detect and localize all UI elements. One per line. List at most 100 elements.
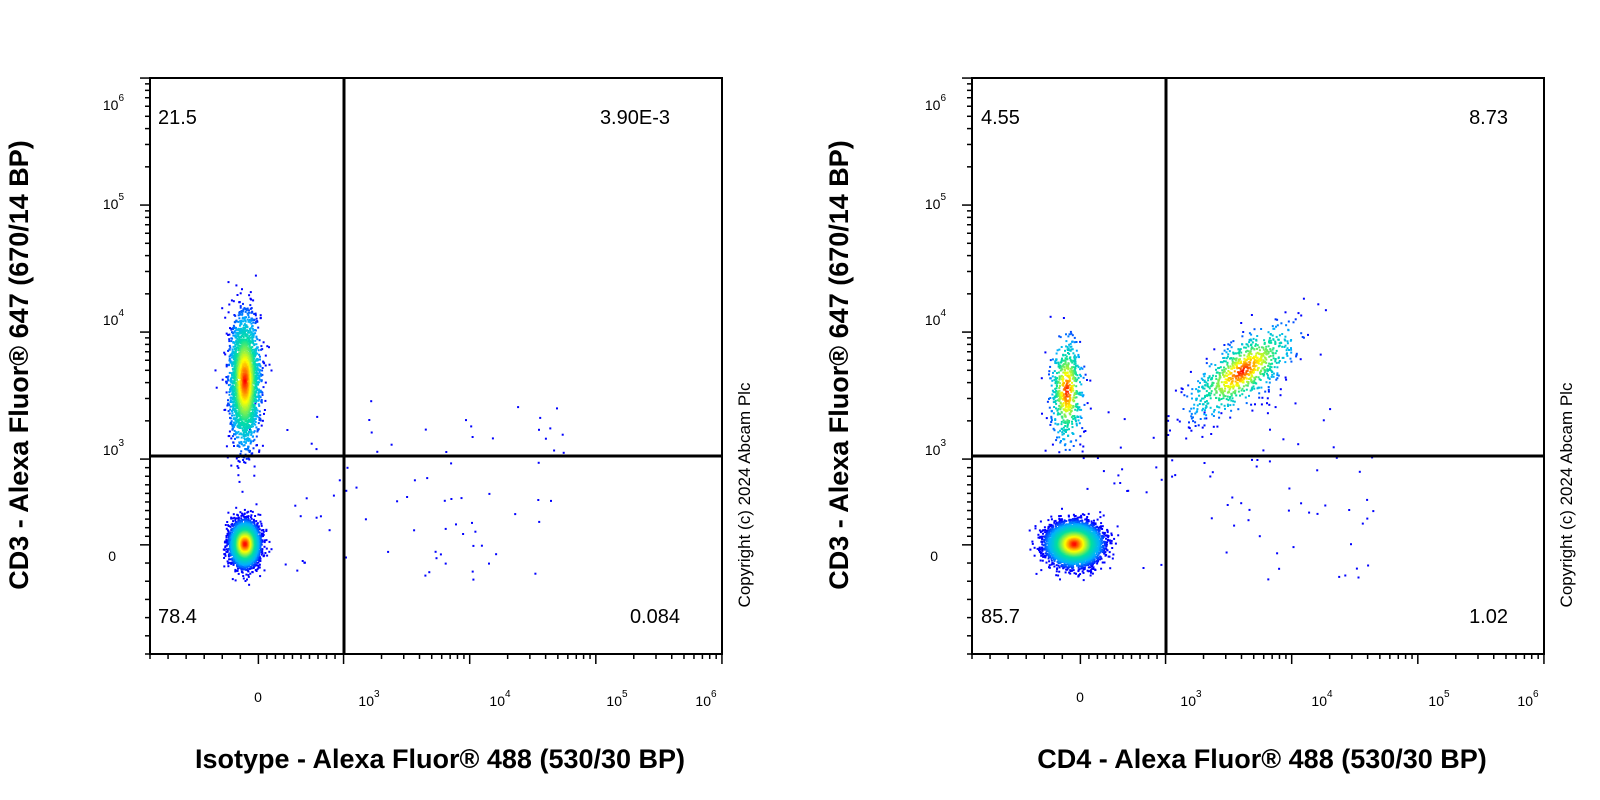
data-point (226, 404, 229, 407)
data-point (260, 532, 263, 535)
data-point (232, 397, 235, 400)
data-point (355, 486, 358, 489)
data-point (225, 363, 228, 366)
data-point (252, 447, 255, 450)
data-point (258, 541, 261, 544)
data-point (236, 416, 239, 419)
data-point (232, 524, 235, 527)
data-point (236, 294, 239, 296)
data-point (534, 572, 537, 575)
data-point (246, 567, 249, 570)
data-point (247, 518, 250, 520)
data-point (443, 499, 446, 502)
data-point (236, 358, 239, 361)
data-point (234, 351, 237, 354)
data-point (236, 405, 239, 408)
data-point (231, 364, 234, 367)
data-point (244, 461, 247, 464)
data-point (231, 427, 234, 430)
data-point (239, 324, 241, 327)
data-point (249, 516, 252, 519)
data-point (387, 550, 390, 553)
data-point (232, 328, 234, 330)
data-point (253, 398, 256, 401)
data-point (228, 371, 231, 374)
data-point (255, 343, 258, 346)
data-point (249, 417, 252, 420)
data-point (259, 549, 262, 552)
data-point (249, 449, 251, 452)
data-point (250, 433, 253, 436)
data-point (246, 437, 249, 440)
data-point (260, 345, 263, 348)
data-point (233, 379, 236, 382)
data-point (240, 327, 242, 330)
data-point (251, 416, 254, 418)
data-point (248, 568, 251, 570)
data-point (245, 433, 248, 436)
data-point (253, 367, 256, 370)
data-point (225, 376, 228, 378)
data-point (264, 399, 267, 402)
data-point (264, 364, 267, 367)
data-point (238, 528, 240, 530)
data-point (259, 317, 262, 320)
data-point (444, 527, 447, 530)
data-point (255, 372, 258, 375)
data-point (254, 408, 257, 411)
data-point (253, 523, 256, 526)
data-point (252, 329, 255, 332)
data-point (259, 373, 262, 376)
data-point (247, 330, 250, 332)
data-point (254, 371, 257, 374)
data-point (237, 516, 240, 519)
data-point (261, 419, 264, 422)
data-point (223, 565, 226, 568)
data-point (472, 578, 475, 581)
data-point (258, 358, 261, 361)
data-point (246, 312, 249, 315)
data-point (229, 552, 232, 555)
data-point (261, 394, 264, 396)
data-point (237, 314, 240, 317)
data-point (259, 396, 262, 399)
data-point (249, 429, 252, 432)
data-point (233, 410, 236, 413)
data-point (257, 554, 260, 557)
data-point (245, 520, 248, 523)
data-point (243, 423, 246, 425)
data-point (232, 352, 235, 354)
data-point (250, 311, 253, 314)
data-point (230, 372, 233, 375)
data-point (265, 547, 268, 550)
data-point (257, 388, 260, 391)
data-point (260, 553, 263, 556)
data-point (246, 307, 249, 310)
data-point (235, 374, 238, 377)
data-point (237, 354, 240, 357)
data-point (376, 450, 379, 453)
data-point (254, 312, 257, 315)
data-point (242, 308, 245, 311)
data-point (243, 307, 246, 310)
data-point (251, 418, 254, 421)
data-point (537, 461, 540, 464)
data-point (250, 416, 253, 419)
data-point (315, 448, 318, 451)
data-point (242, 416, 245, 419)
data-point (248, 311, 250, 314)
data-point (239, 521, 242, 524)
data-point (249, 521, 252, 524)
data-point (263, 545, 266, 548)
data-point (226, 550, 229, 553)
data-point (257, 566, 260, 569)
data-point (238, 441, 241, 444)
data-point (234, 519, 237, 522)
data-point (241, 317, 244, 320)
data-point (240, 564, 243, 567)
data-point (224, 554, 227, 557)
data-point (338, 479, 341, 482)
data-point (231, 435, 234, 438)
data-point (236, 569, 239, 572)
data-point (264, 354, 267, 357)
